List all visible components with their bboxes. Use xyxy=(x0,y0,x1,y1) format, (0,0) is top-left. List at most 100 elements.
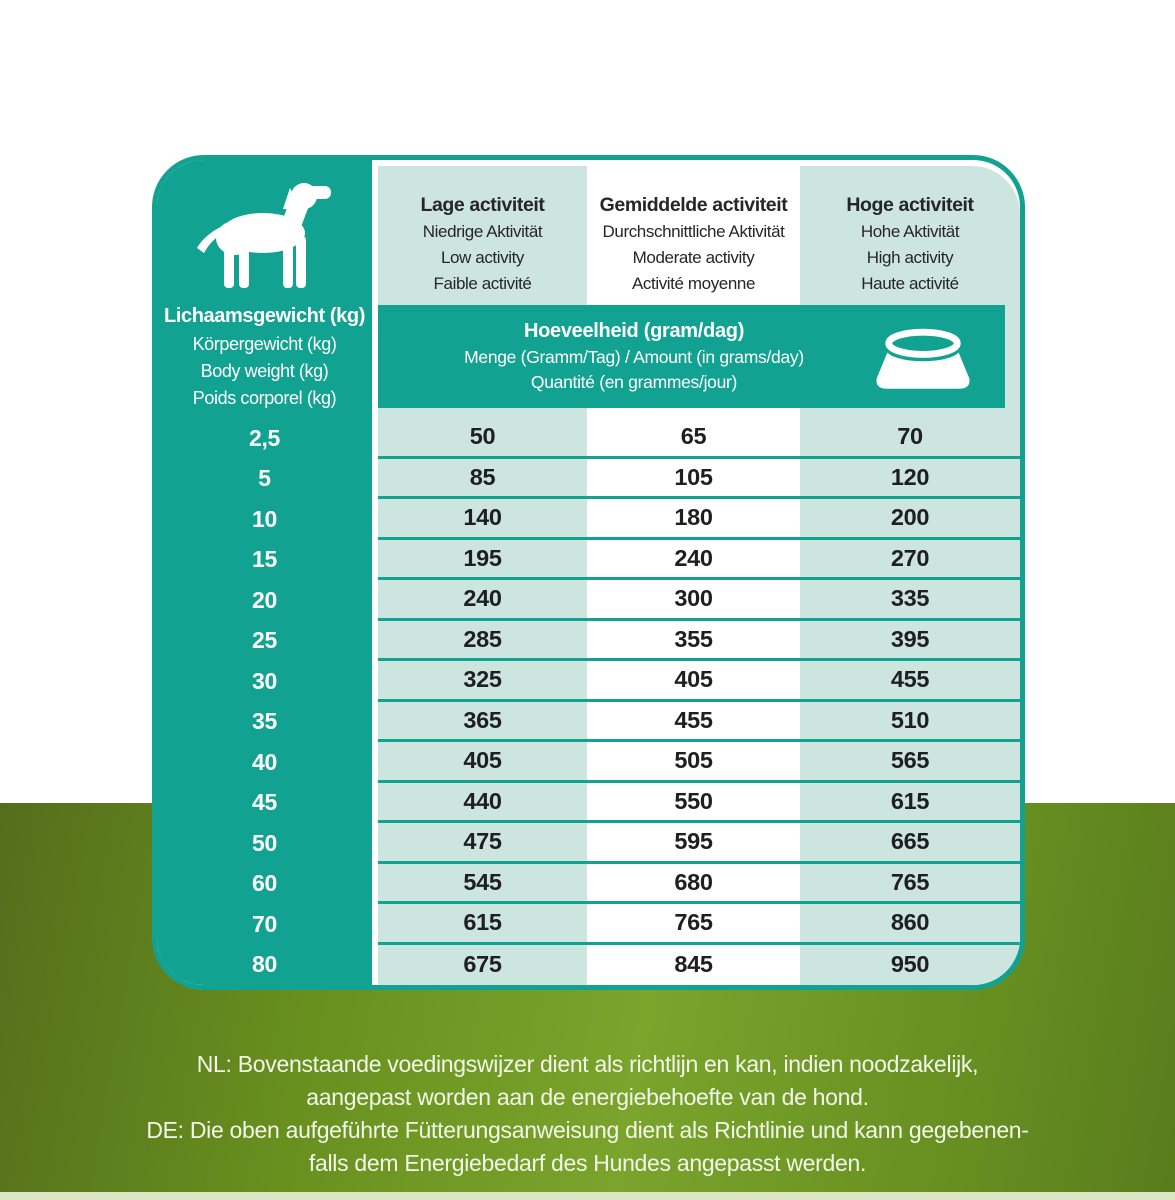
column-header-moderate-activity: Gemiddelde activiteit Durchschnittliche … xyxy=(587,166,800,303)
low-activity-value: 285 xyxy=(463,625,502,652)
amount-subtitle-fr: Quantité (en grammes/jour) xyxy=(530,372,738,392)
weight-cell: 5 xyxy=(258,465,271,492)
moderate-activity-value: 405 xyxy=(674,666,713,693)
low-activity-value: 675 xyxy=(463,951,502,978)
footer-line-4: falls dem Energiebedarf des Hundes angep… xyxy=(308,1150,867,1176)
value-cells: 50 65 70 xyxy=(378,418,1020,459)
footer-line-2: aangepast worden aan de energiebehoefte … xyxy=(306,1084,869,1110)
footer-note: NL: Bovenstaande voedingswijzer dient al… xyxy=(0,1048,1175,1180)
moderate-activity-value: 300 xyxy=(674,585,713,612)
amount-title: Hoeveelheid (gram/dag) xyxy=(523,320,745,342)
value-cells: 240 300 335 xyxy=(378,580,1020,621)
moderate-activity-title: Gemiddelde activiteit xyxy=(599,194,788,216)
low-activity-fr: Faible activité xyxy=(433,274,532,293)
amount-band-text: Hoeveelheid (gram/dag) Menge (Gramm/Tag)… xyxy=(378,318,890,395)
moderate-activity-value: 180 xyxy=(674,504,713,531)
low-activity-en: Low activity xyxy=(440,248,525,267)
table-row: 25 285 355 395 xyxy=(157,621,1020,661)
weight-cell: 50 xyxy=(252,829,277,856)
table-row: 5 85 105 120 xyxy=(157,459,1020,499)
table-row: 80 675 845 950 xyxy=(157,945,1020,986)
high-activity-value: 270 xyxy=(890,544,930,571)
value-cells: 615 765 860 xyxy=(378,904,1020,945)
low-activity-title: Lage activiteit xyxy=(420,194,545,216)
moderate-activity-value: 65 xyxy=(680,423,707,450)
low-activity-value: 615 xyxy=(463,909,502,936)
moderate-activity-value: 680 xyxy=(674,868,713,895)
moderate-activity-de: Durchschnittliche Aktivität xyxy=(602,222,785,241)
moderate-activity-column-bg xyxy=(587,166,800,985)
moderate-activity-value: 240 xyxy=(674,544,713,571)
footer-line-1: NL: Bovenstaande voedingswijzer dient al… xyxy=(196,1051,979,1077)
table-row: 30 325 405 455 xyxy=(157,661,1020,702)
value-cells: 545 680 765 xyxy=(378,864,1020,904)
moderate-activity-value: 550 xyxy=(674,787,713,814)
moderate-activity-value: 355 xyxy=(674,625,713,652)
feeding-guide-card: Lichaamsgewicht (kg) Körpergewicht (kg) … xyxy=(152,155,1025,990)
low-activity-value: 140 xyxy=(463,504,502,531)
low-activity-value: 405 xyxy=(463,747,502,774)
body-weight-panel: Lichaamsgewicht (kg) Körpergewicht (kg) … xyxy=(157,160,372,985)
value-cells: 325 405 455 xyxy=(378,661,1020,702)
low-activity-value: 85 xyxy=(469,463,496,490)
high-activity-value: 120 xyxy=(890,463,930,490)
food-bowl-icon xyxy=(871,315,975,399)
moderate-activity-value: 765 xyxy=(674,909,713,936)
activity-column-headers: Lage activiteit Niedrige Aktivität Low a… xyxy=(378,166,1020,303)
weight-cell: 80 xyxy=(252,951,277,978)
low-activity-value: 50 xyxy=(469,423,496,450)
feeding-guide-card-inner: Lichaamsgewicht (kg) Körpergewicht (kg) … xyxy=(157,160,1020,985)
weight-cell: 40 xyxy=(252,748,277,775)
value-cells: 675 845 950 xyxy=(378,945,1020,986)
weight-cell: 70 xyxy=(252,910,277,937)
weight-cell: 10 xyxy=(252,505,277,532)
value-cells: 365 455 510 xyxy=(378,702,1020,742)
amount-band: Hoeveelheid (gram/dag) Menge (Gramm/Tag)… xyxy=(378,305,1005,408)
high-activity-column-bg xyxy=(800,166,1020,985)
bottom-pale-strip xyxy=(0,1192,1175,1200)
moderate-activity-value: 595 xyxy=(674,828,713,855)
table-row: 20 240 300 335 xyxy=(157,580,1020,621)
high-activity-value: 510 xyxy=(890,706,930,733)
high-activity-de: Hohe Aktivität xyxy=(860,222,960,241)
low-activity-de: Niedrige Aktivität xyxy=(422,222,543,241)
feeding-table-rows: 2,5 50 65 70 5 85 105 120 10 140 180 200 15 195 240 270… xyxy=(157,418,1020,985)
moderate-activity-value: 505 xyxy=(674,747,713,774)
value-cells: 195 240 270 xyxy=(378,540,1020,580)
amount-subtitle-de-en: Menge (Gramm/Tag) / Amount (in grams/day… xyxy=(464,347,804,367)
table-row: 60 545 680 765 xyxy=(157,864,1020,904)
body-weight-subtitle-en: Body weight (kg) xyxy=(200,361,329,381)
high-activity-fr: Haute activité xyxy=(861,274,959,293)
moderate-activity-value: 845 xyxy=(674,951,713,978)
low-activity-value: 240 xyxy=(463,585,502,612)
low-activity-value: 440 xyxy=(463,787,502,814)
high-activity-value: 565 xyxy=(890,747,930,774)
value-cells: 285 355 395 xyxy=(378,621,1020,661)
table-row: 15 195 240 270 xyxy=(157,540,1020,580)
low-activity-value: 325 xyxy=(463,666,502,693)
body-weight-header: Lichaamsgewicht (kg) Körpergewicht (kg) … xyxy=(157,302,372,412)
weight-cell: 35 xyxy=(252,708,277,735)
moderate-activity-en: Moderate activity xyxy=(632,248,755,267)
footer-line-3: DE: Die oben aufgeführte Fütterungsanwei… xyxy=(146,1117,1029,1143)
table-row: 45 440 550 615 xyxy=(157,783,1020,823)
weight-cell: 2,5 xyxy=(248,424,281,451)
weight-cell: 15 xyxy=(252,546,277,573)
low-activity-value: 365 xyxy=(463,706,502,733)
table-row: 10 140 180 200 xyxy=(157,499,1020,540)
high-activity-value: 765 xyxy=(890,868,930,895)
table-row: 40 405 505 565 xyxy=(157,742,1020,783)
body-weight-subtitle-de: Körpergewicht (kg) xyxy=(192,334,337,354)
body-weight-subtitle-fr: Poids corporel (kg) xyxy=(192,388,337,408)
moderate-activity-value: 105 xyxy=(674,463,713,490)
low-activity-value: 195 xyxy=(463,544,502,571)
high-activity-value: 455 xyxy=(890,666,930,693)
high-activity-value: 860 xyxy=(890,909,930,936)
column-header-low-activity: Lage activiteit Niedrige Aktivität Low a… xyxy=(378,166,587,303)
high-activity-value: 200 xyxy=(890,504,930,531)
high-activity-value: 950 xyxy=(890,951,930,978)
low-activity-value: 545 xyxy=(463,868,502,895)
table-row: 2,5 50 65 70 xyxy=(157,418,1020,459)
value-cells: 140 180 200 xyxy=(378,499,1020,540)
low-activity-column-bg xyxy=(378,166,587,985)
